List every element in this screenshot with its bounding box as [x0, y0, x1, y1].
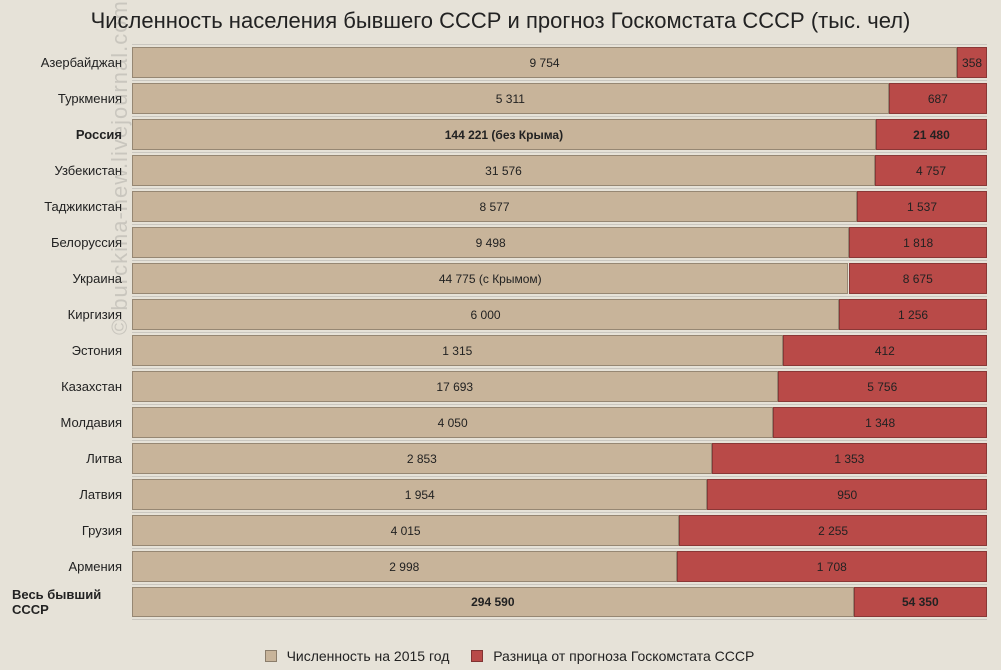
- value-series-b: 4 757: [875, 164, 987, 178]
- value-series-b: 21 480: [876, 128, 987, 142]
- chart-title: Численность населения бывшего СССР и про…: [0, 0, 1001, 38]
- chart-row: Украина44 775 (с Крымом)8 675: [12, 260, 989, 296]
- plot-row: 17 6935 756: [132, 368, 987, 404]
- value-series-a: 9 754: [132, 56, 957, 70]
- value-series-b: 1 818: [849, 236, 987, 250]
- plot-row: 6 0001 256: [132, 296, 987, 332]
- plot-row: 144 221 (без Крыма)21 480: [132, 116, 987, 152]
- value-series-b: 358: [957, 56, 987, 70]
- value-series-b: 1 348: [773, 416, 987, 430]
- y-axis-label: Россия: [12, 116, 130, 152]
- value-series-a: 4 015: [132, 524, 679, 538]
- y-axis-label: Весь бывший СССР: [12, 584, 130, 620]
- y-axis-label: Таджикистан: [12, 188, 130, 224]
- chart-row: Белоруссия9 4981 818: [12, 224, 989, 260]
- value-series-a: 9 498: [132, 236, 849, 250]
- value-series-a: 8 577: [132, 200, 857, 214]
- plot-row: 5 311687: [132, 80, 987, 116]
- value-series-b: 54 350: [854, 595, 987, 609]
- chart-row: Армения2 9981 708: [12, 548, 989, 584]
- plot-row: 1 315412: [132, 332, 987, 368]
- plot-row: 294 59054 350: [132, 584, 987, 620]
- plot-row: 31 5764 757: [132, 152, 987, 188]
- value-series-a: 1 315: [132, 344, 783, 358]
- y-axis-label: Белоруссия: [12, 224, 130, 260]
- value-series-a: 17 693: [132, 380, 778, 394]
- value-series-a: 5 311: [132, 92, 889, 106]
- value-series-a: 2 853: [132, 452, 712, 466]
- chart-area: Азербайджан9 754358Туркмения5 311687Росс…: [12, 44, 989, 630]
- chart-row: Казахстан17 6935 756: [12, 368, 989, 404]
- value-series-b: 2 255: [679, 524, 987, 538]
- value-series-a: 1 954: [132, 488, 707, 502]
- plot-row: 4 0152 255: [132, 512, 987, 548]
- legend: Численность на 2015 год Разница от прогн…: [0, 648, 1001, 664]
- chart-row: Эстония1 315412: [12, 332, 989, 368]
- y-axis-label: Армения: [12, 548, 130, 584]
- plot-row: 2 8531 353: [132, 440, 987, 476]
- legend-label-a: Численность на 2015 год: [287, 648, 450, 664]
- value-series-a: 144 221 (без Крыма): [132, 128, 876, 142]
- chart-row: Латвия1 954950: [12, 476, 989, 512]
- value-series-b: 1 708: [677, 560, 987, 574]
- y-axis-label: Киргизия: [12, 296, 130, 332]
- value-series-b: 950: [707, 488, 987, 502]
- value-series-a: 2 998: [132, 560, 677, 574]
- value-series-b: 1 537: [857, 200, 987, 214]
- value-series-a: 6 000: [132, 308, 839, 322]
- value-series-b: 1 256: [839, 308, 987, 322]
- y-axis-label: Азербайджан: [12, 44, 130, 80]
- value-series-a: 4 050: [132, 416, 773, 430]
- value-series-a: 31 576: [132, 164, 875, 178]
- value-series-b: 412: [783, 344, 987, 358]
- value-series-b: 1 353: [712, 452, 987, 466]
- chart-row: Литва2 8531 353: [12, 440, 989, 476]
- value-series-b: 8 675: [849, 272, 988, 286]
- value-series-a: 294 590: [132, 595, 854, 609]
- chart-row: Узбекистан31 5764 757: [12, 152, 989, 188]
- plot-row: 9 4981 818: [132, 224, 987, 260]
- value-series-b: 687: [889, 92, 987, 106]
- y-axis-label: Эстония: [12, 332, 130, 368]
- chart-row: Таджикистан8 5771 537: [12, 188, 989, 224]
- chart-row: Туркмения5 311687: [12, 80, 989, 116]
- chart-row: Киргизия6 0001 256: [12, 296, 989, 332]
- y-axis-label: Латвия: [12, 476, 130, 512]
- y-axis-label: Казахстан: [12, 368, 130, 404]
- legend-swatch-b: [471, 650, 483, 662]
- y-axis-label: Литва: [12, 440, 130, 476]
- chart-row: Грузия4 0152 255: [12, 512, 989, 548]
- chart-row: Азербайджан9 754358: [12, 44, 989, 80]
- y-axis-label: Украина: [12, 260, 130, 296]
- value-series-a: 44 775 (с Крымом): [132, 272, 848, 286]
- chart-row: Россия144 221 (без Крыма)21 480: [12, 116, 989, 152]
- plot-row: 8 5771 537: [132, 188, 987, 224]
- plot-row: 9 754358: [132, 44, 987, 80]
- plot-row: 2 9981 708: [132, 548, 987, 584]
- chart-row: Весь бывший СССР294 59054 350: [12, 584, 989, 620]
- plot-row: 44 775 (с Крымом)8 675: [132, 260, 987, 296]
- plot-row: 1 954950: [132, 476, 987, 512]
- y-axis-label: Узбекистан: [12, 152, 130, 188]
- plot-row: 4 0501 348: [132, 404, 987, 440]
- legend-label-b: Разница от прогноза Госкомстата СССР: [493, 648, 754, 664]
- y-axis-label: Туркмения: [12, 80, 130, 116]
- y-axis-label: Грузия: [12, 512, 130, 548]
- value-series-b: 5 756: [778, 380, 987, 394]
- legend-swatch-a: [265, 650, 277, 662]
- chart-row: Молдавия4 0501 348: [12, 404, 989, 440]
- y-axis-label: Молдавия: [12, 404, 130, 440]
